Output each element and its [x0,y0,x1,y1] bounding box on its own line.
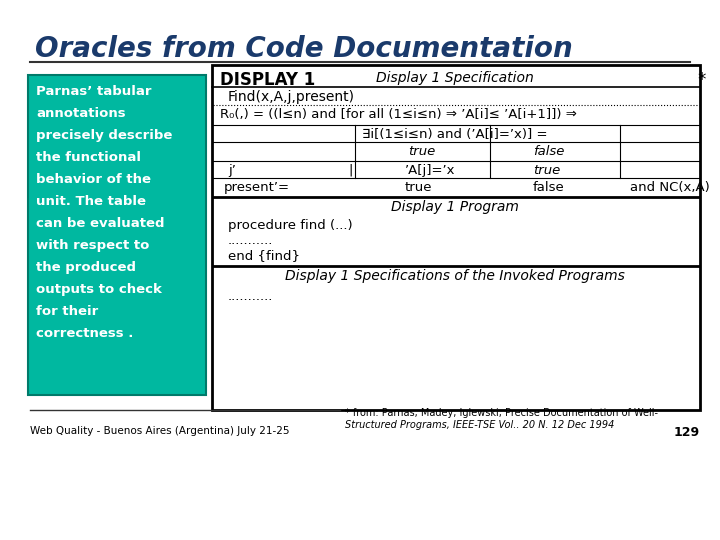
Text: behavior of the: behavior of the [36,173,151,186]
Text: with respect to: with respect to [36,239,149,252]
Text: unit. The table: unit. The table [36,195,146,208]
Text: R₀(,) = ((l≤n) and [for all (1≤i≤n) ⇒ ’A[i]≤ ’A[i+1]]) ⇒: R₀(,) = ((l≤n) and [for all (1≤i≤n) ⇒ ’A… [220,108,577,121]
Text: can be evaluated: can be evaluated [36,217,164,230]
Text: Parnas’ tabular: Parnas’ tabular [36,85,151,98]
Bar [212,65,700,410]
Text: DISPLAY 1: DISPLAY 1 [220,71,315,89]
Text: for their: for their [36,305,98,318]
Text: ...........: ........... [228,290,274,303]
Text: Oracles from Code Documentation: Oracles from Code Documentation [35,35,572,63]
Text: Display 1 Program: Display 1 Program [391,200,519,214]
Text: Display 1 Specification: Display 1 Specification [376,71,534,85]
Text: ∃i[(1≤i≤n) and (’A[i]=’x)] =: ∃i[(1≤i≤n) and (’A[i]=’x)] = [362,128,547,141]
Text: Structured Programs, IEEE-TSE Vol.. 20 N. 12 Dec 1994: Structured Programs, IEEE-TSE Vol.. 20 N… [345,420,614,430]
Text: present’=: present’= [224,181,290,194]
Text: 129: 129 [674,426,700,439]
Text: *: * [697,71,706,89]
Text: ’A[j]=’x: ’A[j]=’x [405,164,456,177]
Text: j’: j’ [228,164,236,177]
Text: Web Quality - Buenos Aires (Argentina) July 21-25: Web Quality - Buenos Aires (Argentina) J… [30,426,289,436]
Text: end {find}: end {find} [228,249,300,262]
Text: ...........: ........... [228,234,274,247]
Text: correctness .: correctness . [36,327,133,340]
Text: precisely describe: precisely describe [36,129,172,142]
Text: outputs to check: outputs to check [36,283,162,296]
Text: true: true [408,145,436,158]
Text: |: | [348,164,352,177]
Text: true: true [533,164,560,177]
Text: Display 1 Specifications of the Invoked Programs: Display 1 Specifications of the Invoked … [285,269,625,283]
Text: procedure find (...): procedure find (...) [228,219,353,232]
Text: annotations: annotations [36,107,125,120]
Text: the produced: the produced [36,261,136,274]
Text: true: true [405,181,433,194]
Text: and NC(x,A): and NC(x,A) [630,181,710,194]
Text: false: false [533,145,564,158]
Text: false: false [533,181,564,194]
Bar [28,75,206,395]
Text: Find(x,A,j,present): Find(x,A,j,present) [228,90,355,104]
Text: * from: Parnas, Madey, Iglewski, Precise Documentation of Well-: * from: Parnas, Madey, Iglewski, Precise… [345,408,658,418]
Text: the functional: the functional [36,151,141,164]
